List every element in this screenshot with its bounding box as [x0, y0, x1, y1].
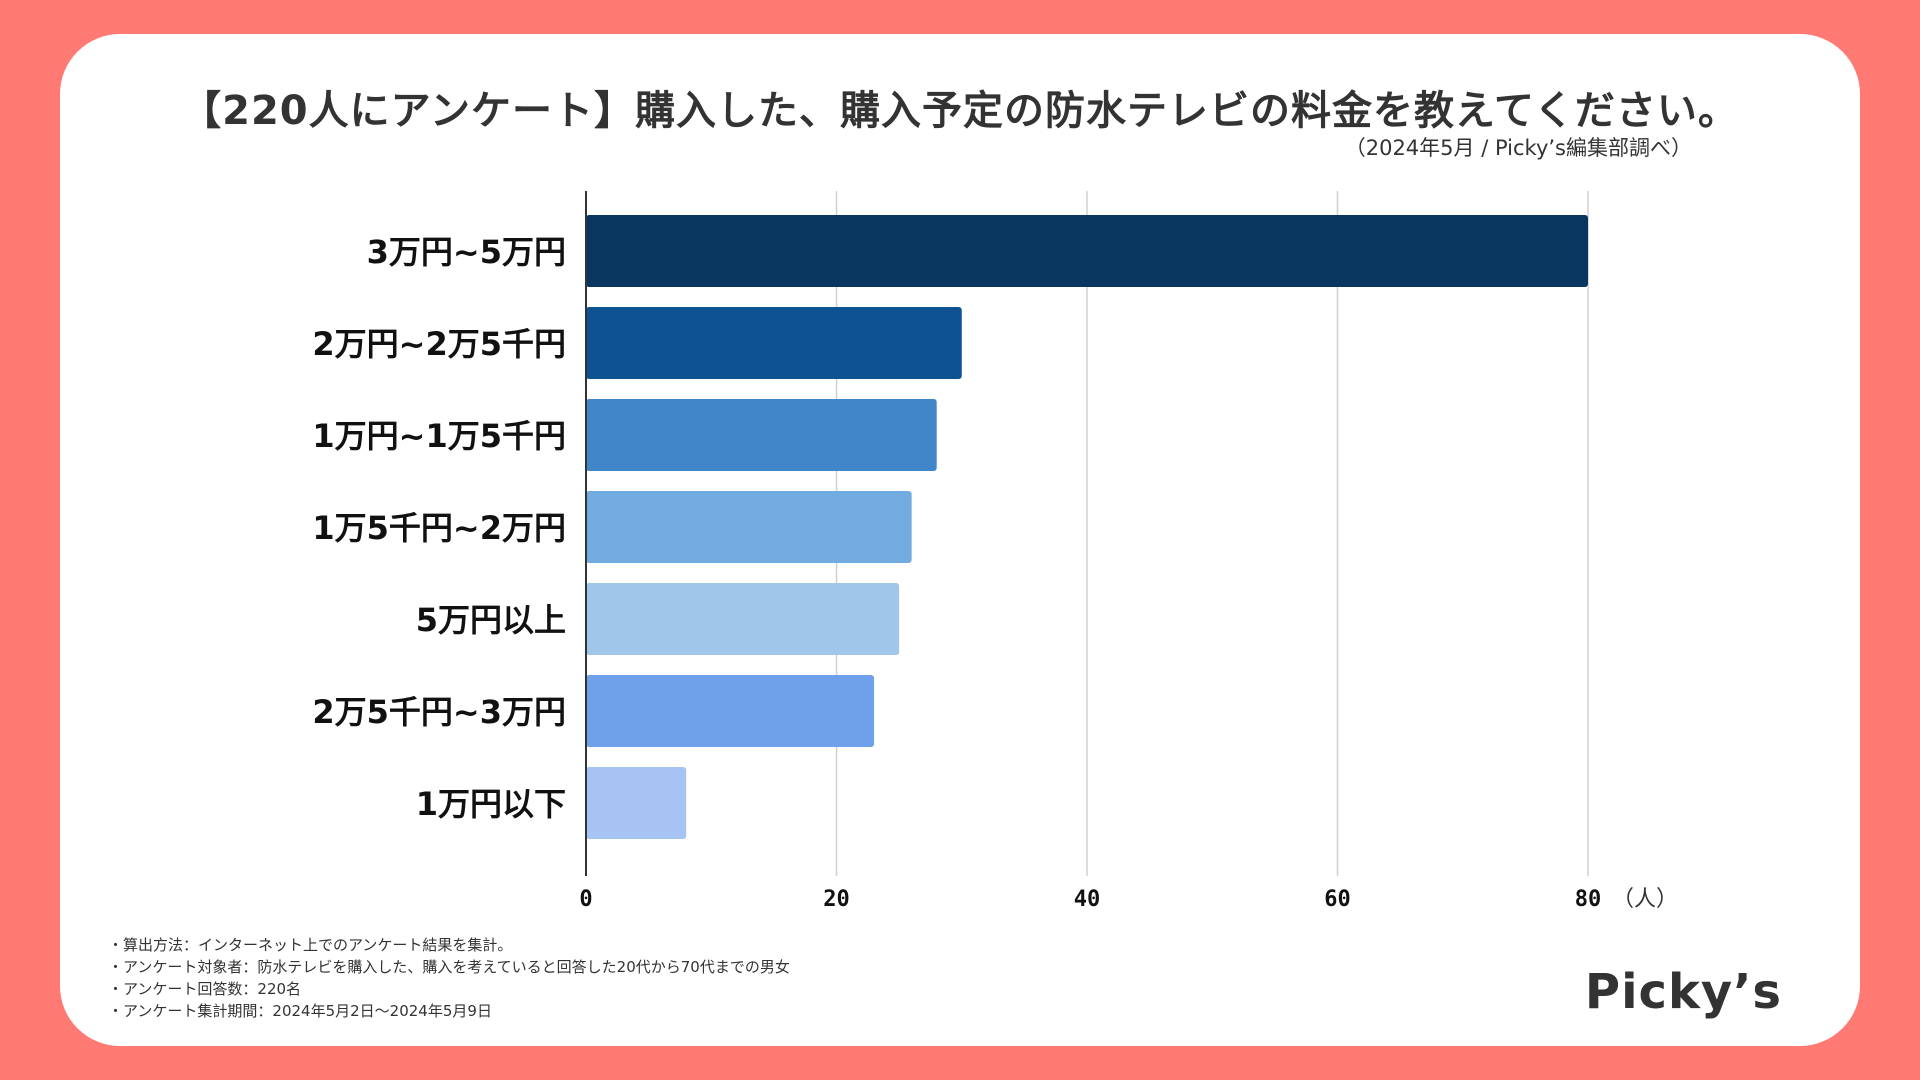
chart-title: 【220人にアンケート】購入した、購入予定の防水テレビの料金を教えてください。 — [181, 88, 1739, 134]
bar-6 — [586, 675, 875, 747]
x-axis-unit-label: （人） — [1612, 887, 1678, 912]
category-label-6: 2万5千円~3万円 — [312, 693, 566, 731]
bar-2 — [586, 307, 962, 379]
x-tick-label-0: 0 — [579, 887, 592, 912]
x-tick-label-20: 20 — [823, 887, 850, 912]
bar-1 — [586, 215, 1588, 287]
bar-4 — [586, 491, 912, 563]
x-tick-label-60: 60 — [1324, 887, 1351, 912]
footnote-target: アンケート対象者：防水テレビを購入した、購入を考えていると回答した20代から70… — [108, 956, 790, 978]
category-label-2: 2万円~2万5千円 — [312, 325, 566, 363]
category-label-7: 1万円以下 — [416, 785, 566, 823]
category-label-3: 1万円~1万5千円 — [312, 417, 566, 455]
footnote-method: 算出方法：インターネット上でのアンケート結果を集計。 — [108, 934, 790, 956]
footnotes: 算出方法：インターネット上でのアンケート結果を集計。 アンケート対象者：防水テレ… — [108, 934, 790, 1022]
bar-3 — [586, 399, 937, 471]
category-label-5: 5万円以上 — [416, 601, 566, 639]
chart-card: 【220人にアンケート】購入した、購入予定の防水テレビの料金を教えてください。 … — [60, 34, 1860, 1046]
footnote-count: アンケート回答数：220名 — [108, 978, 790, 1000]
bar-7 — [586, 767, 687, 839]
category-label-1: 3万円~5万円 — [367, 233, 566, 271]
category-label-4: 1万5千円~2万円 — [312, 509, 566, 547]
x-tick-label-80: 80 — [1575, 887, 1602, 912]
chart-source: （2024年5月 / Picky’s編集部調べ） — [1344, 136, 1692, 160]
bar-chart: 3万円~5万円 2万円~2万5千円 1万円~1万5千円 1万5千円~2万円 5万円以上 2… — [312, 191, 1678, 912]
footnote-period: アンケート集計期間：2024年5月2日〜2024年5月9日 — [108, 1000, 790, 1022]
bar-5 — [586, 583, 900, 655]
x-tick-label-40: 40 — [1074, 887, 1101, 912]
picky-logo: Picky’s — [1584, 964, 1782, 1020]
